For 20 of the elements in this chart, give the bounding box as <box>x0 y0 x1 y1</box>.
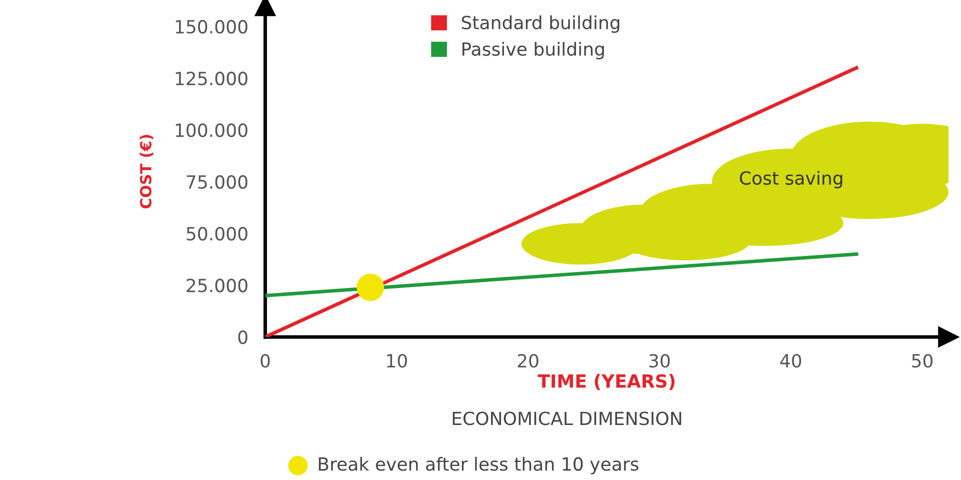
y-tick-label: 75.000 <box>186 175 248 189</box>
x-tick-label: 20 <box>518 354 538 368</box>
y-tick-label: 0 <box>238 330 248 344</box>
y-tick-label: 100.000 <box>176 123 248 138</box>
y-tick-label: 150.000 <box>176 20 248 34</box>
x-axis-title: TIME (YEARS) <box>538 374 675 390</box>
legend-label: Standard building <box>462 15 620 33</box>
y-tick-label: 50.000 <box>186 226 248 241</box>
text: ECONOMICAL DIMENSION <box>452 412 682 426</box>
y-tick-label: 125.000 <box>176 72 248 86</box>
x-tick-label: 30 <box>649 354 670 368</box>
x-tick-label: 50 <box>912 354 933 368</box>
x-tick-label: 40 <box>780 354 802 368</box>
x-tick-label: 10 <box>387 354 407 368</box>
annotation: Cost saving <box>740 170 842 188</box>
y-axis-title: COST (€) <box>140 134 154 208</box>
x-tick-label: 0 <box>260 354 270 368</box>
legend-label: Passive building <box>462 42 604 60</box>
y-tick-label: 25.000 <box>186 278 248 292</box>
text: Break even after less than 10 years <box>318 456 638 474</box>
